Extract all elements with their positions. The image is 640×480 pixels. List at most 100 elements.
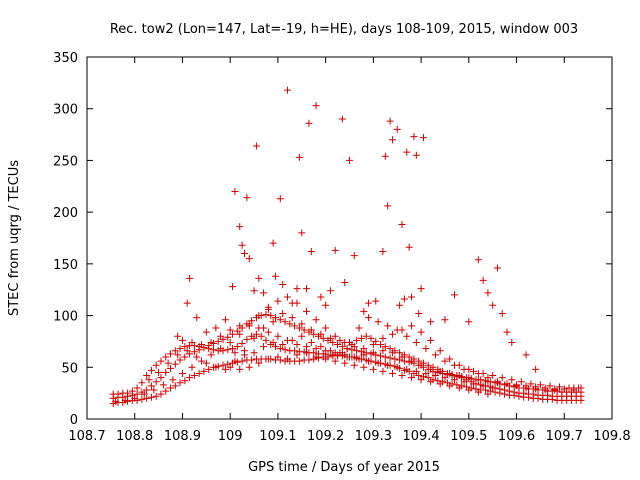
chart-title: Rec. tow2 (Lon=147, Lat=-19, h=HE), days… xyxy=(110,22,578,37)
data-point xyxy=(415,372,423,380)
data-point xyxy=(341,351,349,359)
data-point xyxy=(272,343,280,351)
data-point xyxy=(262,311,270,319)
data-point xyxy=(147,382,155,390)
data-point xyxy=(183,299,191,307)
data-point xyxy=(551,385,559,393)
data-point xyxy=(167,350,175,358)
data-point xyxy=(252,142,260,150)
data-point xyxy=(167,384,175,392)
data-point xyxy=(162,387,170,395)
data-point xyxy=(202,328,210,336)
x-tick-label: 109.4 xyxy=(402,429,439,444)
data-point xyxy=(238,241,246,249)
data-point xyxy=(138,395,146,403)
data-point xyxy=(167,364,175,372)
data-point xyxy=(310,330,318,338)
data-point xyxy=(262,336,270,344)
data-point xyxy=(272,314,280,322)
data-point xyxy=(446,355,454,363)
data-point xyxy=(317,330,325,338)
data-point xyxy=(238,339,246,347)
data-point xyxy=(186,274,194,282)
data-point xyxy=(489,372,497,380)
data-point xyxy=(281,346,289,354)
data-point xyxy=(412,367,420,375)
data-point xyxy=(143,394,151,402)
data-point xyxy=(245,363,253,371)
data-point xyxy=(267,312,275,320)
y-tick-label: 100 xyxy=(53,310,78,325)
data-point xyxy=(513,381,521,389)
data-point xyxy=(131,394,139,402)
data-point xyxy=(250,334,258,342)
data-point xyxy=(288,299,296,307)
data-point xyxy=(169,376,177,384)
data-point xyxy=(412,338,420,346)
data-point xyxy=(396,301,404,309)
data-point xyxy=(346,156,353,164)
data-point xyxy=(157,374,165,382)
data-point xyxy=(565,384,573,392)
data-point xyxy=(181,353,189,361)
data-point xyxy=(408,374,416,382)
data-point xyxy=(155,368,163,376)
data-point xyxy=(319,334,327,342)
data-point xyxy=(236,330,244,338)
data-point xyxy=(388,330,396,338)
data-point xyxy=(405,243,413,251)
data-point xyxy=(322,301,330,309)
data-point xyxy=(388,369,396,377)
data-point xyxy=(114,390,122,398)
data-point xyxy=(460,365,468,373)
data-point xyxy=(338,115,346,123)
data-point xyxy=(556,383,563,391)
data-point xyxy=(205,365,213,373)
data-point xyxy=(212,324,220,332)
data-point xyxy=(381,353,389,361)
data-point xyxy=(517,378,525,386)
data-point xyxy=(188,363,196,371)
data-point xyxy=(427,318,435,326)
data-point xyxy=(152,361,160,369)
data-point xyxy=(279,310,287,318)
data-point xyxy=(214,337,222,345)
data-point xyxy=(255,274,263,282)
data-point xyxy=(245,320,253,328)
data-point xyxy=(303,285,311,293)
data-point xyxy=(441,357,449,365)
data-point xyxy=(350,343,358,351)
data-point xyxy=(212,363,220,371)
data-point xyxy=(317,343,325,351)
data-point xyxy=(291,322,299,330)
data-point xyxy=(243,194,251,202)
data-point xyxy=(226,338,234,346)
data-point xyxy=(379,347,387,355)
data-point xyxy=(365,357,373,365)
data-point xyxy=(307,247,315,255)
data-point xyxy=(527,380,535,388)
data-point xyxy=(193,353,201,361)
data-point xyxy=(274,297,282,305)
data-point xyxy=(369,365,377,373)
x-tick-label: 108.8 xyxy=(116,429,153,444)
data-point xyxy=(386,345,394,353)
data-point xyxy=(386,117,394,125)
data-point xyxy=(427,336,435,344)
data-point xyxy=(217,345,225,353)
data-point xyxy=(331,357,339,365)
data-point xyxy=(207,351,215,359)
data-point xyxy=(341,359,349,367)
data-point xyxy=(484,289,492,297)
data-point xyxy=(346,338,353,346)
data-point xyxy=(274,332,282,340)
data-point xyxy=(150,386,158,394)
data-point xyxy=(293,351,301,359)
x-tick-label: 109.1 xyxy=(259,429,296,444)
data-point xyxy=(178,369,186,377)
data-point xyxy=(322,355,330,363)
data-point xyxy=(198,357,206,365)
data-point xyxy=(479,276,487,284)
data-point xyxy=(412,151,420,159)
